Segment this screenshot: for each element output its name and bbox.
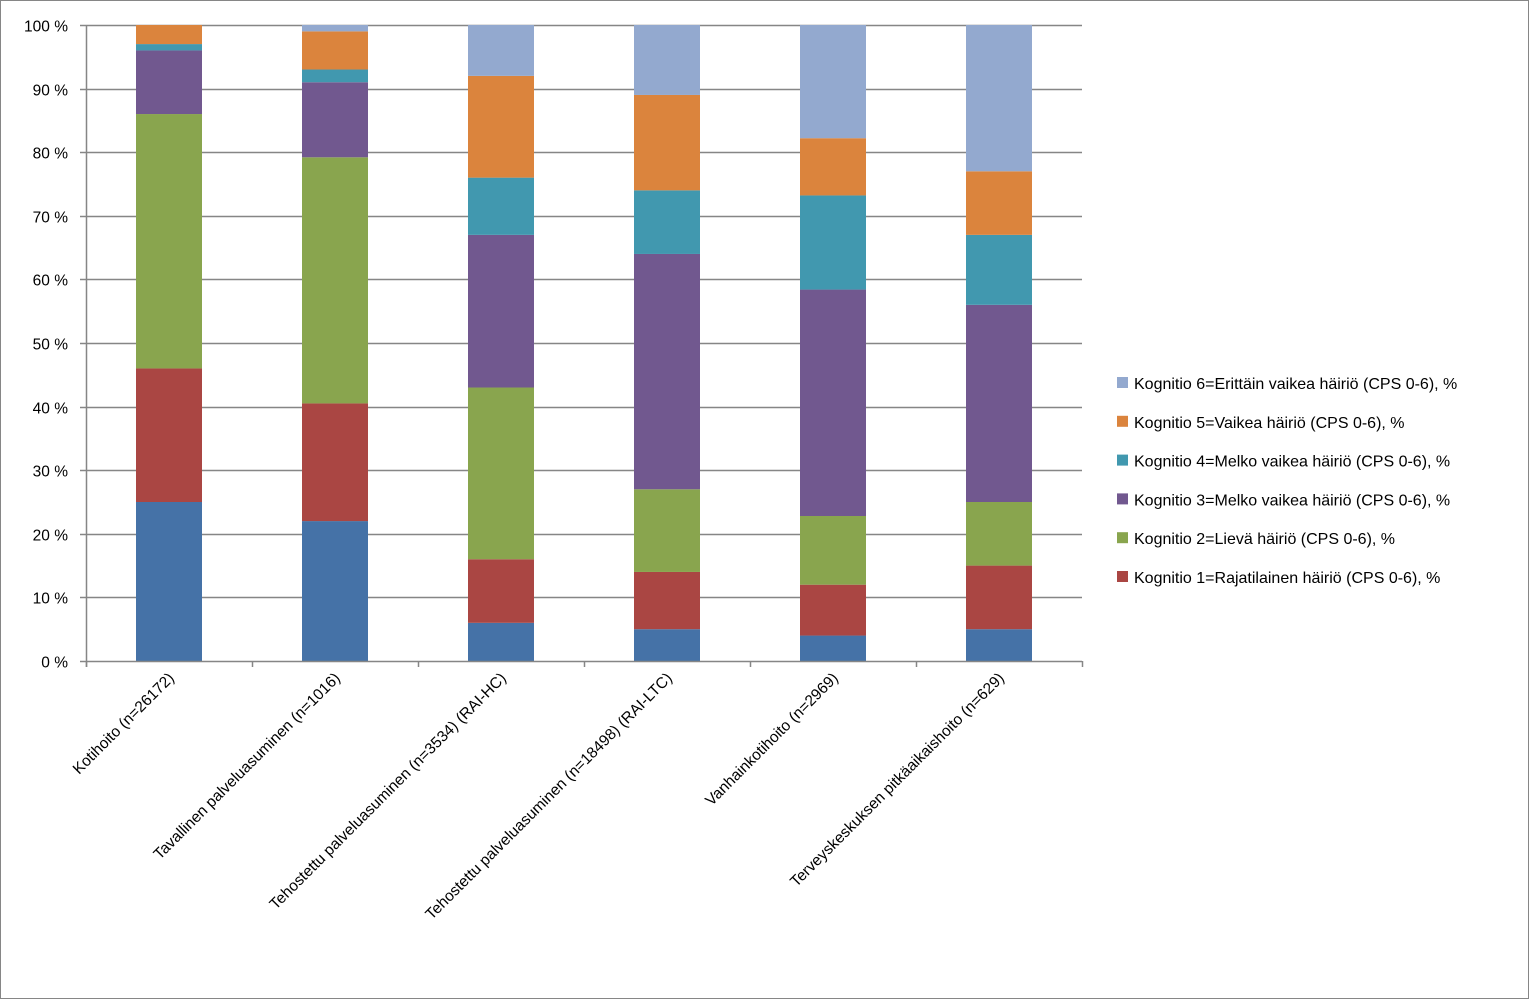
bar-segment-4-4 xyxy=(800,195,866,290)
bar-segment-5-0 xyxy=(966,629,1032,661)
x-tick-label: Tavallinen palveluasuminen (n=1016) xyxy=(151,670,344,863)
bar-segment-3-2 xyxy=(634,489,700,572)
bar-segment-3-5 xyxy=(634,94,700,191)
bar-segment-1-5 xyxy=(302,31,368,70)
bar-segment-5-5 xyxy=(966,171,1032,235)
bar-segment-4-5 xyxy=(800,138,866,196)
bar-segment-1-3 xyxy=(302,82,368,158)
axes xyxy=(80,24,1084,667)
bar-segment-2-5 xyxy=(468,75,534,178)
bar-segment-3-4 xyxy=(634,190,700,254)
y-tick-label: 10 % xyxy=(33,591,69,608)
bar-segment-2-4 xyxy=(468,177,534,235)
x-tick-labels: Kotihoito (n=26172)Tavallinen palveluasu… xyxy=(70,670,1008,923)
y-tick-label: 100 % xyxy=(24,19,68,36)
y-tick-label: 50 % xyxy=(33,337,69,354)
bar-segment-3-6 xyxy=(634,25,700,95)
bar-segment-5-2 xyxy=(966,502,1032,566)
bar-segment-0-3 xyxy=(136,50,202,115)
bar-segment-0-5 xyxy=(136,25,202,45)
bar-segment-5-1 xyxy=(966,565,1032,630)
legend-label: Kognitio 6=Erittäin vaikea häiriö (CPS 0… xyxy=(1134,376,1457,393)
bar-segment-5-4 xyxy=(966,234,1032,305)
bars xyxy=(136,25,1032,661)
bar-segment-1-6 xyxy=(302,25,368,32)
legend-swatch xyxy=(1117,571,1128,582)
legend-label: Kognitio 5=Vaikea häiriö (CPS 0-6), % xyxy=(1134,415,1405,432)
y-tick-label: 60 % xyxy=(33,273,69,290)
bar-segment-4-3 xyxy=(800,289,866,516)
bar-segment-0-0 xyxy=(136,502,202,661)
bar-segment-4-2 xyxy=(800,515,866,585)
bar-segment-2-6 xyxy=(468,25,534,76)
bar-segment-4-0 xyxy=(800,635,866,661)
legend-swatch xyxy=(1117,454,1128,466)
legend-swatch xyxy=(1117,377,1128,388)
bar-segment-3-3 xyxy=(634,253,700,490)
bar-segment-1-4 xyxy=(302,69,368,83)
y-tick-label: 40 % xyxy=(33,401,69,418)
bar-segment-2-0 xyxy=(468,622,534,661)
bar-segment-3-1 xyxy=(634,571,700,630)
bar-segment-5-3 xyxy=(966,304,1032,502)
y-tick-label: 0 % xyxy=(41,655,68,672)
x-tick-label: Kotihoito (n=26172) xyxy=(70,670,178,778)
bar-segment-4-1 xyxy=(800,584,866,636)
bar-segment-5-6 xyxy=(966,25,1032,172)
y-tick-label: 90 % xyxy=(33,83,69,100)
legend-swatch xyxy=(1117,493,1128,505)
legend: Kognitio 6=Erittäin vaikea häiriö (CPS 0… xyxy=(1117,376,1457,587)
y-tick-label: 80 % xyxy=(33,146,69,163)
legend-swatch xyxy=(1117,532,1128,544)
bar-segment-1-0 xyxy=(302,521,368,661)
bar-segment-2-3 xyxy=(468,234,534,388)
bar-segment-3-0 xyxy=(634,629,700,661)
y-tick-label: 30 % xyxy=(33,464,69,481)
gridlines xyxy=(86,24,1082,599)
legend-label: Kognitio 3=Melko vaikea häiriö (CPS 0-6)… xyxy=(1134,492,1450,509)
x-tick-label: Vanhainkotihoito (n=2969) xyxy=(702,670,841,809)
bar-segment-2-2 xyxy=(468,387,534,560)
bar-segment-1-2 xyxy=(302,157,368,404)
bar-segment-2-1 xyxy=(468,559,534,623)
bar-segment-0-4 xyxy=(136,44,202,51)
bar-segment-0-1 xyxy=(136,368,202,502)
bar-segment-4-6 xyxy=(800,25,866,139)
bar-segment-1-1 xyxy=(302,403,368,522)
y-tick-labels: 0 % 10 % 20 % 30 % 40 % 50 % 60 % 70 % 80 % 90 % 1… xyxy=(24,19,68,672)
y-tick-label: 20 % xyxy=(33,528,69,545)
legend-swatch xyxy=(1117,415,1128,427)
legend-label: Kognitio 1=Rajatilainen häiriö (CPS 0-6)… xyxy=(1134,570,1440,587)
legend-label: Kognitio 4=Melko vaikea häiriö (CPS 0-6)… xyxy=(1134,454,1450,471)
legend-label: Kognitio 2=Lievä häiriö (CPS 0-6), % xyxy=(1134,531,1395,548)
bar-segment-0-2 xyxy=(136,114,202,369)
y-tick-label: 70 % xyxy=(33,210,69,227)
